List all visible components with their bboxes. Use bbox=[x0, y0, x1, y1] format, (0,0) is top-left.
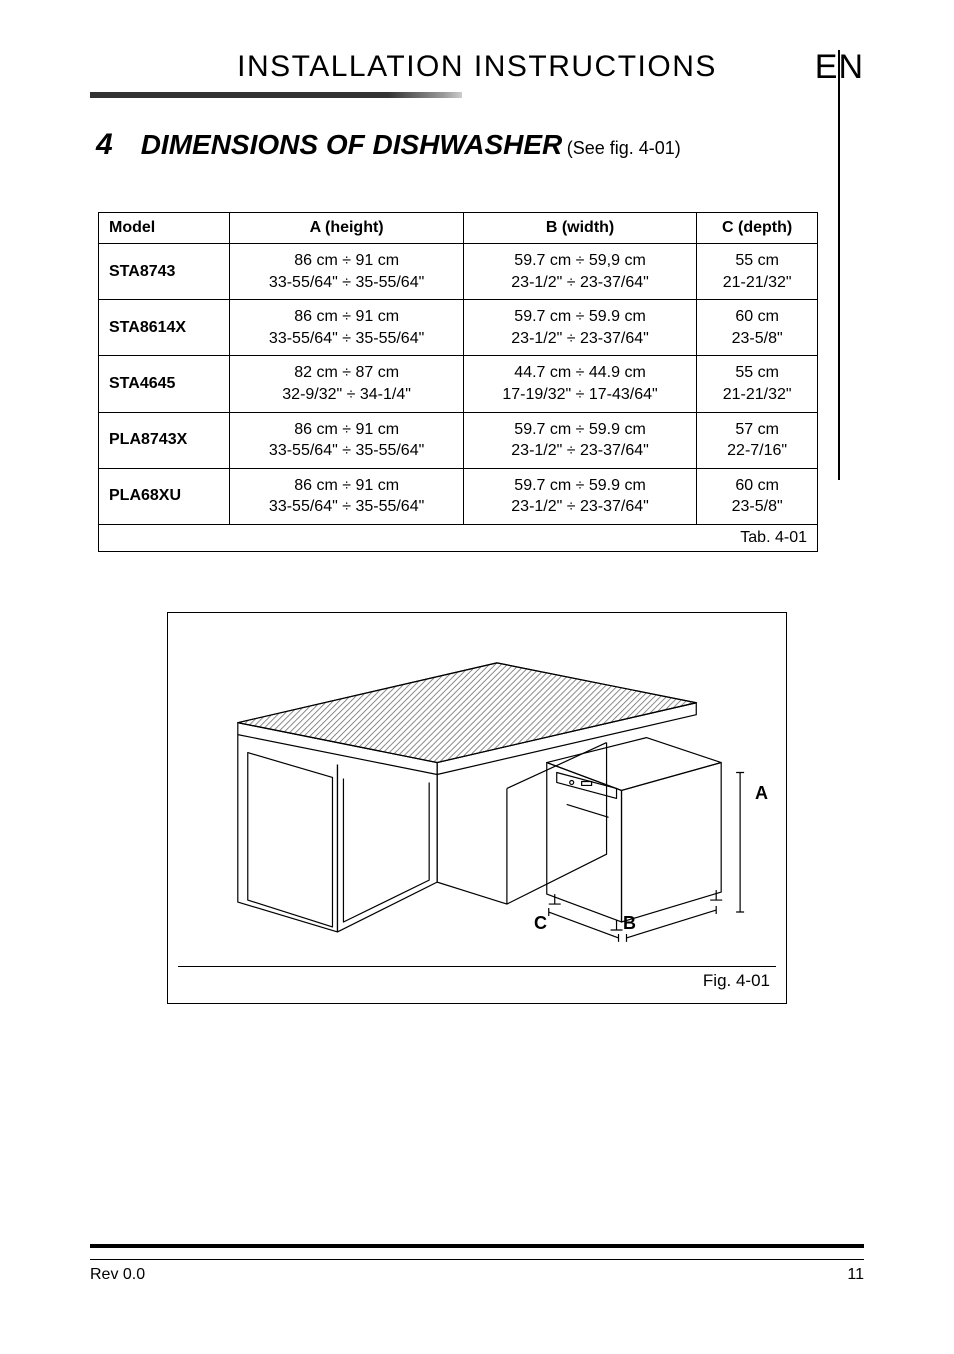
cell-model: STA4645 bbox=[99, 356, 230, 412]
cell-value: 59.7 cm ÷ 59.9 cm23-1/2" ÷ 23-37/64" bbox=[463, 412, 696, 468]
dimensions-table: Model A (height) B (width) C (depth) STA… bbox=[98, 212, 818, 552]
cell-value: 55 cm21-21/32" bbox=[697, 244, 818, 300]
header-title: INSTALLATION INSTRUCTIONS bbox=[90, 50, 864, 84]
cell-value: 59.7 cm ÷ 59,9 cm23-1/2" ÷ 23-37/64" bbox=[463, 244, 696, 300]
cell-value: 55 cm21-21/32" bbox=[697, 356, 818, 412]
figure-4-01: A B C Fig. 4-01 bbox=[167, 612, 787, 1004]
cell-model: PLA8743X bbox=[99, 412, 230, 468]
table-row: PLA8743X86 cm ÷ 91 cm33-55/64" ÷ 35-55/6… bbox=[99, 412, 818, 468]
table-caption-row: Tab. 4-01 bbox=[99, 524, 818, 551]
col-depth: C (depth) bbox=[697, 213, 818, 244]
cell-value: 60 cm23-5/8" bbox=[697, 300, 818, 356]
footer-rule-thick bbox=[90, 1244, 864, 1248]
cell-value: 60 cm23-5/8" bbox=[697, 468, 818, 524]
table-row: PLA68XU86 cm ÷ 91 cm33-55/64" ÷ 35-55/64… bbox=[99, 468, 818, 524]
cell-value: 86 cm ÷ 91 cm33-55/64" ÷ 35-55/64" bbox=[230, 412, 463, 468]
table-row: STA874386 cm ÷ 91 cm33-55/64" ÷ 35-55/64… bbox=[99, 244, 818, 300]
table-header-row: Model A (height) B (width) C (depth) bbox=[99, 213, 818, 244]
cell-value: 59.7 cm ÷ 59.9 cm23-1/2" ÷ 23-37/64" bbox=[463, 468, 696, 524]
section-heading: 4 DIMENSIONS OF DISHWASHER (See fig. 4-0… bbox=[90, 128, 864, 162]
header-divider-vertical bbox=[838, 50, 840, 480]
footer-page: 11 bbox=[847, 1266, 864, 1284]
table-row: STA8614X86 cm ÷ 91 cm33-55/64" ÷ 35-55/6… bbox=[99, 300, 818, 356]
cell-value: 57 cm22-7/16" bbox=[697, 412, 818, 468]
cell-model: STA8614X bbox=[99, 300, 230, 356]
col-height: A (height) bbox=[230, 213, 463, 244]
dim-label-c: C bbox=[534, 913, 547, 934]
cell-value: 86 cm ÷ 91 cm33-55/64" ÷ 35-55/64" bbox=[230, 244, 463, 300]
cell-model: PLA68XU bbox=[99, 468, 230, 524]
cell-value: 44.7 cm ÷ 44.9 cm17-19/32" ÷ 17-43/64" bbox=[463, 356, 696, 412]
col-model: Model bbox=[99, 213, 230, 244]
dim-label-b: B bbox=[623, 913, 636, 934]
dishwasher-diagram bbox=[178, 623, 776, 962]
section-number: 4 bbox=[96, 128, 113, 162]
table-caption: Tab. 4-01 bbox=[99, 524, 818, 551]
section-ref: (See fig. 4-01) bbox=[567, 138, 681, 158]
col-width: B (width) bbox=[463, 213, 696, 244]
cell-value: 86 cm ÷ 91 cm33-55/64" ÷ 35-55/64" bbox=[230, 300, 463, 356]
cell-model: STA8743 bbox=[99, 244, 230, 300]
figure-caption: Fig. 4-01 bbox=[178, 966, 776, 993]
cell-value: 59.7 cm ÷ 59.9 cm23-1/2" ÷ 23-37/64" bbox=[463, 300, 696, 356]
language-indicator: EN bbox=[815, 48, 864, 87]
page-footer: Rev 0.0 11 bbox=[90, 1259, 864, 1284]
cell-value: 86 cm ÷ 91 cm33-55/64" ÷ 35-55/64" bbox=[230, 468, 463, 524]
section-title: DIMENSIONS OF DISHWASHER bbox=[141, 129, 563, 160]
footer-rev: Rev 0.0 bbox=[90, 1266, 145, 1284]
table-row: STA464582 cm ÷ 87 cm32-9/32" ÷ 34-1/4"44… bbox=[99, 356, 818, 412]
page-header: INSTALLATION INSTRUCTIONS bbox=[90, 50, 864, 84]
dim-label-a: A bbox=[755, 783, 768, 804]
cell-value: 82 cm ÷ 87 cm32-9/32" ÷ 34-1/4" bbox=[230, 356, 463, 412]
header-underline bbox=[90, 92, 864, 98]
